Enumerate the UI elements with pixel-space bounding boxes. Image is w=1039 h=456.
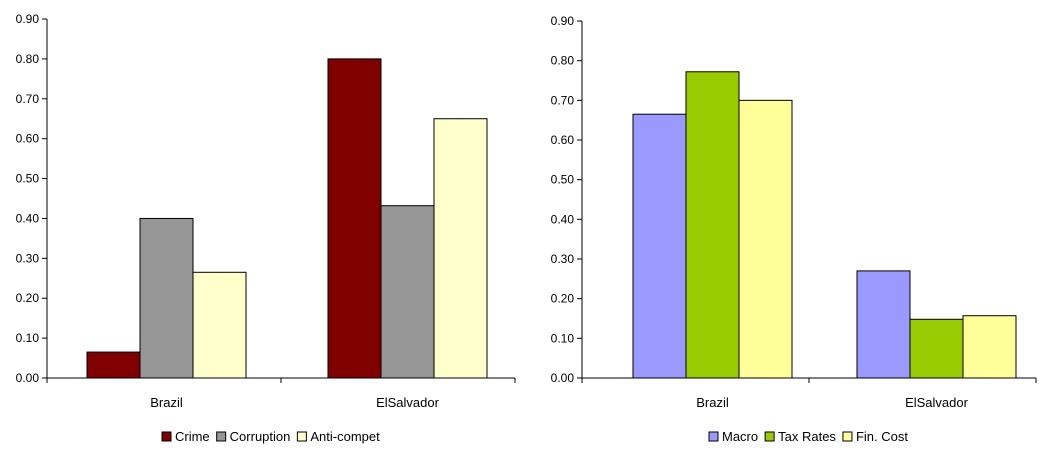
y-tick-label: 0.50	[16, 172, 40, 186]
legend-label: Tax Rates	[778, 429, 836, 444]
y-tick-label: 0.30	[16, 251, 40, 265]
y-tick-label: 0.60	[551, 133, 575, 147]
y-tick-label: 0.70	[16, 92, 40, 106]
legend-label: Anti-compet	[310, 429, 380, 444]
legend-label: Corruption	[230, 429, 291, 444]
bar-corruption-elsalvador	[380, 205, 435, 379]
x-category-label: ElSalvador	[376, 395, 440, 410]
y-tick-label: 0.60	[16, 132, 40, 146]
legend: Crime Corruption Anti-compet	[161, 429, 380, 444]
x-category-label: ElSalvador	[905, 395, 969, 410]
legend-label: Fin. Cost	[856, 429, 908, 444]
legend-swatch	[296, 431, 307, 442]
chart-2: 0.00 0.10 0.20 0.30 0.40 0.50 0.60 0.70 0.80 0.90…	[551, 14, 1037, 444]
y-tick-label: 0.10	[551, 331, 575, 345]
y-tick-label: 0.90	[551, 14, 575, 28]
y-tick-label: 0.80	[16, 52, 40, 66]
legend: Macro Tax Rates Fin. Cost	[708, 429, 908, 444]
legend-swatch	[216, 431, 227, 442]
legend-label: Crime	[175, 429, 210, 444]
y-tick-label: 0.50	[551, 173, 575, 187]
y-tick-label: 0.40	[16, 211, 40, 225]
y-tick-label: 0.20	[551, 292, 575, 306]
y-tick-label: 0.00	[16, 371, 40, 385]
chart-1: 0.00 0.10 0.20 0.30 0.40 0.50 0.60 0.70 0.80 0.90…	[16, 12, 516, 444]
y-tick-label: 0.00	[551, 371, 575, 385]
bar-crime-elsalvador	[327, 58, 382, 379]
bar-fin-cost-brazil	[738, 99, 793, 379]
y-tick-label: 0.10	[16, 331, 40, 345]
y-tick-label: 0.30	[551, 252, 575, 266]
bar-tax-rates-elsalvador	[909, 318, 964, 379]
legend-swatch	[161, 431, 172, 442]
bar-fin-cost-elsalvador	[962, 315, 1017, 379]
y-tick-label: 0.80	[551, 54, 575, 68]
bar-crime-brazil	[86, 351, 141, 379]
x-category-label: Brazil	[696, 395, 729, 410]
bar-anti-compet-brazil	[192, 271, 247, 379]
y-tick-label: 0.20	[16, 291, 40, 305]
legend-swatch	[764, 431, 775, 442]
bar-macro-elsalvador	[856, 270, 911, 379]
bar-tax-rates-brazil	[685, 71, 740, 379]
legend-label: Macro	[722, 429, 758, 444]
x-category-label: Brazil	[150, 395, 183, 410]
bar-macro-brazil	[632, 113, 687, 379]
bar-corruption-brazil	[139, 217, 194, 379]
y-tick-label: 0.70	[551, 93, 575, 107]
bar-anti-compet-elsalvador	[433, 118, 488, 379]
y-tick-label: 0.40	[551, 212, 575, 226]
legend-swatch	[842, 431, 853, 442]
y-tick-label: 0.90	[16, 12, 40, 26]
legend-swatch	[708, 431, 719, 442]
